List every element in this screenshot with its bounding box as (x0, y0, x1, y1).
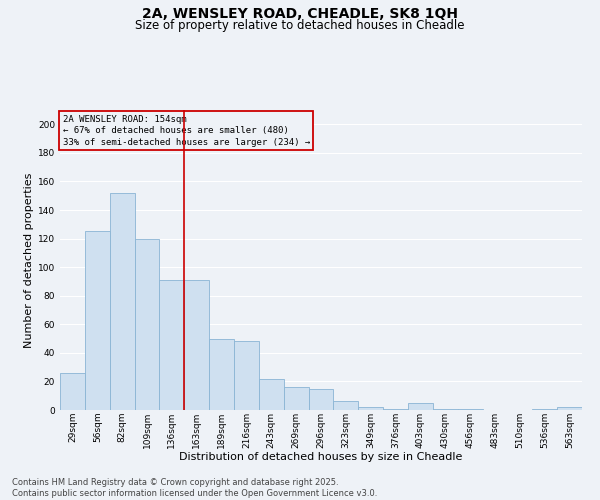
Bar (334, 402, 358, 410)
Text: Size of property relative to detached houses in Cheadle: Size of property relative to detached ho… (135, 19, 465, 32)
X-axis label: Distribution of detached houses by size in Cheadle: Distribution of detached houses by size … (179, 452, 463, 462)
Text: Contains HM Land Registry data © Crown copyright and database right 2025.
Contai: Contains HM Land Registry data © Crown c… (12, 478, 377, 498)
Bar (160, 280, 184, 410)
Bar (134, 238, 160, 410)
Bar (234, 342, 259, 410)
Bar (408, 403, 433, 410)
Bar (209, 338, 234, 410)
Bar (532, 408, 557, 410)
Bar (458, 408, 482, 410)
Bar (433, 408, 458, 410)
Bar (383, 408, 408, 410)
Bar (557, 407, 582, 410)
Bar (284, 387, 308, 410)
Bar (60, 373, 85, 410)
Bar (259, 378, 284, 410)
Text: 2A WENSLEY ROAD: 154sqm
← 67% of detached houses are smaller (480)
33% of semi-d: 2A WENSLEY ROAD: 154sqm ← 67% of detache… (62, 114, 310, 147)
Bar (358, 407, 383, 410)
Text: 2A, WENSLEY ROAD, CHEADLE, SK8 1QH: 2A, WENSLEY ROAD, CHEADLE, SK8 1QH (142, 8, 458, 22)
Bar (308, 388, 334, 410)
Bar (184, 280, 209, 410)
Bar (85, 232, 110, 410)
Y-axis label: Number of detached properties: Number of detached properties (24, 172, 34, 348)
Bar (110, 193, 134, 410)
